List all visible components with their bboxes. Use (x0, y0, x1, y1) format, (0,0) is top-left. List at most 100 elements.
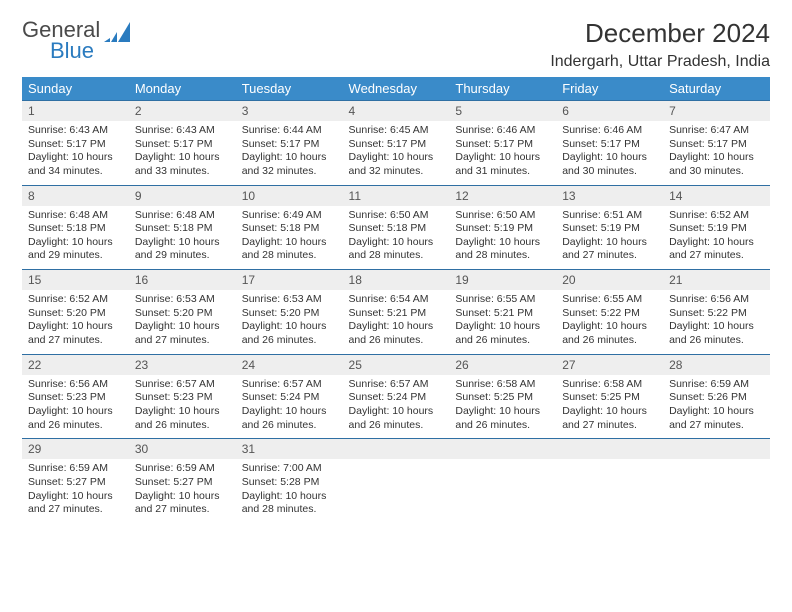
calendar-cell: 29Sunrise: 6:59 AMSunset: 5:27 PMDayligh… (22, 439, 129, 523)
day-number: 14 (663, 186, 770, 206)
day-number: 27 (556, 355, 663, 375)
calendar-cell: 15Sunrise: 6:52 AMSunset: 5:20 PMDayligh… (22, 270, 129, 355)
calendar-cell: 2Sunrise: 6:43 AMSunset: 5:17 PMDaylight… (129, 101, 236, 186)
col-sat: Saturday (663, 77, 770, 101)
sunset-line: Sunset: 5:28 PM (242, 476, 337, 490)
sunset-line: Sunset: 5:17 PM (562, 138, 657, 152)
day-number: 7 (663, 101, 770, 121)
daylight-line: Daylight: 10 hours and 26 minutes. (455, 405, 550, 432)
sunset-line: Sunset: 5:19 PM (562, 222, 657, 236)
empty-cell (663, 439, 770, 459)
sunset-line: Sunset: 5:21 PM (349, 307, 444, 321)
sunset-line: Sunset: 5:27 PM (135, 476, 230, 490)
day-body: Sunrise: 6:59 AMSunset: 5:26 PMDaylight:… (663, 375, 770, 439)
calendar-cell: 7Sunrise: 6:47 AMSunset: 5:17 PMDaylight… (663, 101, 770, 186)
sunset-line: Sunset: 5:17 PM (28, 138, 123, 152)
sunset-line: Sunset: 5:17 PM (242, 138, 337, 152)
calendar-cell: 26Sunrise: 6:58 AMSunset: 5:25 PMDayligh… (449, 354, 556, 439)
day-number: 12 (449, 186, 556, 206)
daylight-line: Daylight: 10 hours and 30 minutes. (562, 151, 657, 178)
day-body: Sunrise: 6:50 AMSunset: 5:19 PMDaylight:… (449, 206, 556, 270)
calendar-cell: 19Sunrise: 6:55 AMSunset: 5:21 PMDayligh… (449, 270, 556, 355)
title-block: December 2024 Indergarh, Uttar Pradesh, … (550, 18, 770, 71)
sunrise-line: Sunrise: 6:50 AM (455, 209, 550, 223)
daylight-line: Daylight: 10 hours and 26 minutes. (455, 320, 550, 347)
sunset-line: Sunset: 5:17 PM (349, 138, 444, 152)
calendar-cell: 3Sunrise: 6:44 AMSunset: 5:17 PMDaylight… (236, 101, 343, 186)
day-number: 28 (663, 355, 770, 375)
daylight-line: Daylight: 10 hours and 28 minutes. (349, 236, 444, 263)
day-number: 25 (343, 355, 450, 375)
day-body: Sunrise: 6:46 AMSunset: 5:17 PMDaylight:… (556, 121, 663, 185)
day-body: Sunrise: 6:59 AMSunset: 5:27 PMDaylight:… (129, 459, 236, 523)
daylight-line: Daylight: 10 hours and 32 minutes. (242, 151, 337, 178)
daylight-line: Daylight: 10 hours and 27 minutes. (28, 490, 123, 517)
calendar-cell: 4Sunrise: 6:45 AMSunset: 5:17 PMDaylight… (343, 101, 450, 186)
sunrise-line: Sunrise: 6:51 AM (562, 209, 657, 223)
calendar-cell: 9Sunrise: 6:48 AMSunset: 5:18 PMDaylight… (129, 185, 236, 270)
calendar-row: 1Sunrise: 6:43 AMSunset: 5:17 PMDaylight… (22, 101, 770, 186)
calendar-row: 15Sunrise: 6:52 AMSunset: 5:20 PMDayligh… (22, 270, 770, 355)
calendar-cell: 5Sunrise: 6:46 AMSunset: 5:17 PMDaylight… (449, 101, 556, 186)
sunset-line: Sunset: 5:18 PM (28, 222, 123, 236)
calendar-cell: 30Sunrise: 6:59 AMSunset: 5:27 PMDayligh… (129, 439, 236, 523)
daylight-line: Daylight: 10 hours and 27 minutes. (669, 236, 764, 263)
sunset-line: Sunset: 5:25 PM (562, 391, 657, 405)
day-number: 4 (343, 101, 450, 121)
day-number: 19 (449, 270, 556, 290)
day-number: 10 (236, 186, 343, 206)
calendar-cell (556, 439, 663, 523)
calendar-cell: 11Sunrise: 6:50 AMSunset: 5:18 PMDayligh… (343, 185, 450, 270)
calendar-cell: 27Sunrise: 6:58 AMSunset: 5:25 PMDayligh… (556, 354, 663, 439)
daylight-line: Daylight: 10 hours and 31 minutes. (455, 151, 550, 178)
daylight-line: Daylight: 10 hours and 26 minutes. (562, 320, 657, 347)
day-number: 26 (449, 355, 556, 375)
daylight-line: Daylight: 10 hours and 26 minutes. (349, 405, 444, 432)
calendar-cell: 22Sunrise: 6:56 AMSunset: 5:23 PMDayligh… (22, 354, 129, 439)
day-body: Sunrise: 6:56 AMSunset: 5:22 PMDaylight:… (663, 290, 770, 354)
col-fri: Friday (556, 77, 663, 101)
sunset-line: Sunset: 5:27 PM (28, 476, 123, 490)
daylight-line: Daylight: 10 hours and 26 minutes. (242, 320, 337, 347)
day-body: Sunrise: 6:55 AMSunset: 5:22 PMDaylight:… (556, 290, 663, 354)
calendar-cell (449, 439, 556, 523)
calendar-cell: 24Sunrise: 6:57 AMSunset: 5:24 PMDayligh… (236, 354, 343, 439)
col-tue: Tuesday (236, 77, 343, 101)
day-number: 22 (22, 355, 129, 375)
daylight-line: Daylight: 10 hours and 26 minutes. (28, 405, 123, 432)
calendar-cell: 31Sunrise: 7:00 AMSunset: 5:28 PMDayligh… (236, 439, 343, 523)
day-number: 23 (129, 355, 236, 375)
day-number: 3 (236, 101, 343, 121)
sunrise-line: Sunrise: 6:56 AM (669, 293, 764, 307)
calendar-body: 1Sunrise: 6:43 AMSunset: 5:17 PMDaylight… (22, 101, 770, 523)
empty-cell (343, 439, 450, 459)
day-number: 31 (236, 439, 343, 459)
sunrise-line: Sunrise: 6:59 AM (669, 378, 764, 392)
day-body: Sunrise: 6:48 AMSunset: 5:18 PMDaylight:… (22, 206, 129, 270)
day-body: Sunrise: 7:00 AMSunset: 5:28 PMDaylight:… (236, 459, 343, 523)
day-body: Sunrise: 6:53 AMSunset: 5:20 PMDaylight:… (129, 290, 236, 354)
calendar-cell: 18Sunrise: 6:54 AMSunset: 5:21 PMDayligh… (343, 270, 450, 355)
sunrise-line: Sunrise: 6:52 AM (669, 209, 764, 223)
calendar-table: Sunday Monday Tuesday Wednesday Thursday… (22, 77, 770, 523)
day-body: Sunrise: 6:44 AMSunset: 5:17 PMDaylight:… (236, 121, 343, 185)
sunrise-line: Sunrise: 6:48 AM (28, 209, 123, 223)
day-body: Sunrise: 6:55 AMSunset: 5:21 PMDaylight:… (449, 290, 556, 354)
sunset-line: Sunset: 5:17 PM (669, 138, 764, 152)
location-text: Indergarh, Uttar Pradesh, India (550, 53, 770, 71)
sunrise-line: Sunrise: 6:56 AM (28, 378, 123, 392)
day-number: 1 (22, 101, 129, 121)
bar-chart-icon (104, 20, 130, 42)
day-number: 18 (343, 270, 450, 290)
logo-text: General Blue (22, 18, 100, 62)
day-number: 30 (129, 439, 236, 459)
sunrise-line: Sunrise: 6:53 AM (135, 293, 230, 307)
day-body: Sunrise: 6:58 AMSunset: 5:25 PMDaylight:… (449, 375, 556, 439)
calendar-cell: 13Sunrise: 6:51 AMSunset: 5:19 PMDayligh… (556, 185, 663, 270)
day-body: Sunrise: 6:50 AMSunset: 5:18 PMDaylight:… (343, 206, 450, 270)
daylight-line: Daylight: 10 hours and 26 minutes. (242, 405, 337, 432)
day-body: Sunrise: 6:43 AMSunset: 5:17 PMDaylight:… (129, 121, 236, 185)
day-body: Sunrise: 6:48 AMSunset: 5:18 PMDaylight:… (129, 206, 236, 270)
header: General Blue December 2024 Indergarh, Ut… (22, 18, 770, 71)
sunset-line: Sunset: 5:21 PM (455, 307, 550, 321)
